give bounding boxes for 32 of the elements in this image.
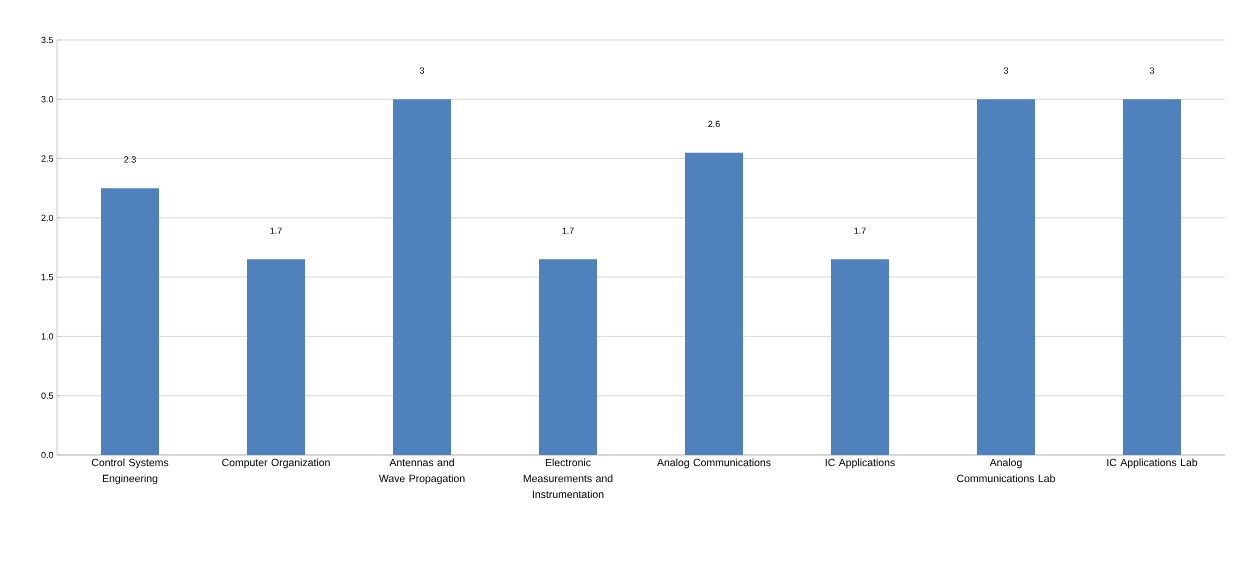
y-tick-label: 3.5: [41, 36, 54, 44]
data-label: 1.7: [270, 227, 282, 234]
x-tick-label: Electronic Measurements and Instrumentation: [523, 458, 613, 499]
bar: [685, 152, 743, 455]
bar: [831, 259, 889, 455]
data-label: 3: [1149, 67, 1155, 74]
bar: [977, 99, 1035, 455]
x-tick-label: IC Applications Lab: [1107, 458, 1198, 469]
data-label: 1.7: [854, 227, 866, 234]
data-label: 1.7: [562, 227, 574, 234]
bar: [539, 259, 598, 455]
y-tick-label: 1.5: [41, 274, 54, 281]
data-label: 3: [1003, 67, 1009, 74]
x-tick-label: Control Systems Engineering: [91, 458, 169, 485]
bar: [247, 259, 306, 455]
x-tick-label: Computer Organization: [222, 458, 330, 469]
data-label: 2.3: [124, 156, 136, 163]
data-label: 2.6: [708, 120, 720, 128]
data-label: 3: [419, 67, 425, 74]
y-tick-label: 1.0: [41, 333, 54, 340]
y-tick-label: 3.0: [41, 96, 54, 103]
y-tick-label: 0.0: [41, 451, 54, 459]
bar: [393, 99, 452, 455]
y-tick-label: 2.0: [41, 214, 54, 222]
x-tick-label: Analog Communications Lab: [957, 458, 1055, 483]
bar: [1123, 99, 1181, 455]
x-tick-label: Antennas and Wave Propagation: [378, 458, 465, 485]
bar: [101, 188, 160, 455]
x-tick-label: Analog Communications: [657, 458, 771, 469]
y-tick-label: 0.5: [41, 392, 54, 399]
y-tick-label: 2.5: [41, 155, 54, 162]
x-tick-label: IC Applications: [825, 458, 895, 469]
